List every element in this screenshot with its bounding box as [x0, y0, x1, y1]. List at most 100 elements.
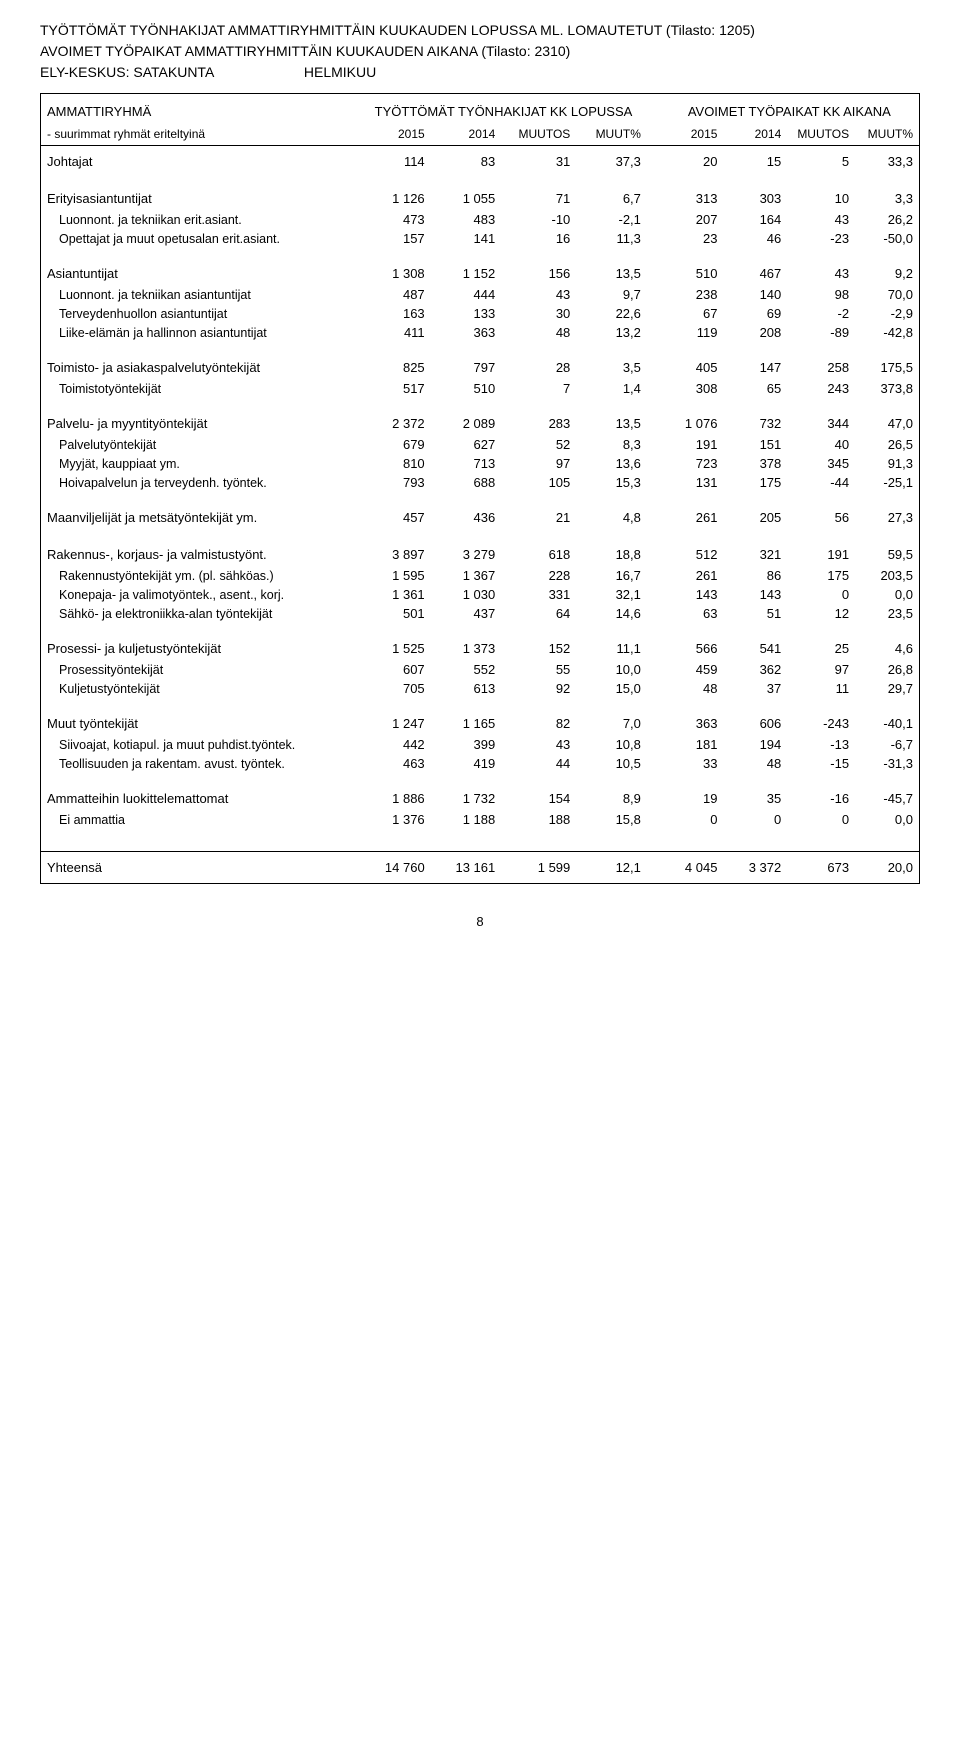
section-6-sub-2: Sähkö- ja elektroniikka-alan työntekijät… [41, 604, 919, 623]
section-1: Erityisasiantuntijat1 1261 055716,731330… [41, 173, 919, 210]
col-muutos-left: MUUTOS [501, 123, 576, 145]
section-8-sub-1-v3: 10,5 [576, 754, 647, 773]
section-3-sub-0-label: Toimistotyöntekijät [41, 379, 360, 398]
total-row-v7: 20,0 [855, 852, 919, 884]
section-1-label: Erityisasiantuntijat [41, 173, 360, 210]
header-block: TYÖTTÖMÄT TYÖNHAKIJAT AMMATTIRYHMITTÄIN … [40, 20, 920, 83]
section-3-sub-0: Toimistotyöntekijät51751071,430865243373… [41, 379, 919, 398]
section-4-sub-1-v0: 810 [360, 454, 431, 473]
section-7-label: Prosessi- ja kuljetustyöntekijät [41, 623, 360, 660]
section-7-v6: 25 [787, 623, 855, 660]
total-row-v1: 13 161 [431, 852, 502, 884]
head-left-group: TYÖTTÖMÄT TYÖNHAKIJAT KK LOPUSSA [360, 94, 647, 123]
section-3-sub-0-v7: 373,8 [855, 379, 919, 398]
section-6-sub-1-v4: 143 [660, 585, 724, 604]
section-8-label: Muut työntekijät [41, 698, 360, 735]
section-6-sub-2-v7: 23,5 [855, 604, 919, 623]
section-7-v5: 541 [723, 623, 787, 660]
section-7-v7: 4,6 [855, 623, 919, 660]
section-3-v2: 28 [501, 342, 576, 379]
section-9-sub-0-v1: 1 188 [431, 810, 502, 829]
section-6-sub-0-v1: 1 367 [431, 566, 502, 585]
section-6-sub-0-v0: 1 595 [360, 566, 431, 585]
section-4-sub-2-v6: -44 [787, 473, 855, 492]
section-6-sub-0-v2: 228 [501, 566, 576, 585]
section-8-sub-1-v7: -31,3 [855, 754, 919, 773]
section-2-v6: 43 [787, 248, 855, 285]
section-2: Asiantuntijat1 3081 15215613,5510467439,… [41, 248, 919, 285]
section-5: Maanviljelijät ja metsätyöntekijät ym.45… [41, 492, 919, 529]
section-1-sub-0: Luonnont. ja tekniikan erit.asiant.47348… [41, 210, 919, 229]
section-5-v3: 4,8 [576, 492, 647, 529]
section-4-sub-2-v1: 688 [431, 473, 502, 492]
section-8-sub-1-v4: 33 [660, 754, 724, 773]
section-1-sub-0-v5: 164 [723, 210, 787, 229]
section-4-sub-1-label: Myyjät, kauppiaat ym. [41, 454, 360, 473]
section-9-v6: -16 [787, 773, 855, 810]
section-5-v5: 205 [723, 492, 787, 529]
section-2-sub-0-label: Luonnont. ja tekniikan asiantuntijat [41, 285, 360, 304]
section-6-v6: 191 [787, 529, 855, 566]
section-1-sub-0-v3: -2,1 [576, 210, 647, 229]
section-2-sub-1-v3: 22,6 [576, 304, 647, 323]
section-6-sub-1-v3: 32,1 [576, 585, 647, 604]
section-8-sub-1-v6: -15 [787, 754, 855, 773]
section-3-sub-0-v1: 510 [431, 379, 502, 398]
section-9-v5: 35 [723, 773, 787, 810]
section-7-sub-0-v2: 55 [501, 660, 576, 679]
section-1-v6: 10 [787, 173, 855, 210]
col-muutpct-right: MUUT% [855, 123, 919, 145]
section-8-sub-1-v0: 463 [360, 754, 431, 773]
section-6-sub-0: Rakennustyöntekijät ym. (pl. sähköas.)1 … [41, 566, 919, 585]
section-1-sub-1-v6: -23 [787, 229, 855, 248]
section-6-v3: 18,8 [576, 529, 647, 566]
section-4-sub-0-v6: 40 [787, 435, 855, 454]
section-4-sub-0-v0: 679 [360, 435, 431, 454]
section-8-sub-0-v3: 10,8 [576, 735, 647, 754]
section-4-sub-2-v7: -25,1 [855, 473, 919, 492]
col-2014-left: 2014 [431, 123, 502, 145]
section-6-sub-0-v3: 16,7 [576, 566, 647, 585]
section-4-v6: 344 [787, 398, 855, 435]
section-1-sub-1-label: Opettajat ja muut opetusalan erit.asiant… [41, 229, 360, 248]
header-ely: ELY-KESKUS: SATAKUNTA [40, 62, 300, 83]
total-row-v2: 1 599 [501, 852, 576, 884]
section-6-sub-0-v4: 261 [660, 566, 724, 585]
total-row-v6: 673 [787, 852, 855, 884]
section-3-sub-0-v4: 308 [660, 379, 724, 398]
section-4-sub-1-v1: 713 [431, 454, 502, 473]
section-4-sub-2-v4: 131 [660, 473, 724, 492]
section-6-v1: 3 279 [431, 529, 502, 566]
section-3-v4: 405 [660, 342, 724, 379]
section-9-v7: -45,7 [855, 773, 919, 810]
section-2-sub-2-label: Liike-elämän ja hallinnon asiantuntijat [41, 323, 360, 342]
section-8-v1: 1 165 [431, 698, 502, 735]
section-7-v3: 11,1 [576, 623, 647, 660]
section-9-v0: 1 886 [360, 773, 431, 810]
section-5-v0: 457 [360, 492, 431, 529]
section-4-label: Palvelu- ja myyntityöntekijät [41, 398, 360, 435]
section-2-sub-0-v7: 70,0 [855, 285, 919, 304]
section-4-v2: 283 [501, 398, 576, 435]
section-4-sub-0-v4: 191 [660, 435, 724, 454]
section-8-sub-0-v5: 194 [723, 735, 787, 754]
page: TYÖTTÖMÄT TYÖNHAKIJAT AMMATTIRYHMITTÄIN … [20, 0, 940, 969]
section-8-v4: 363 [660, 698, 724, 735]
section-1-sub-1-v5: 46 [723, 229, 787, 248]
section-4-v4: 1 076 [660, 398, 724, 435]
section-2-sub-1: Terveydenhuollon asiantuntijat1631333022… [41, 304, 919, 323]
section-8-sub-1-v2: 44 [501, 754, 576, 773]
section-4-sub-2-v5: 175 [723, 473, 787, 492]
section-8-sub-0: Siivoajat, kotiapul. ja muut puhdist.työ… [41, 735, 919, 754]
section-4-sub-0-v2: 52 [501, 435, 576, 454]
section-2-sub-1-label: Terveydenhuollon asiantuntijat [41, 304, 360, 323]
section-7-sub-0-v7: 26,8 [855, 660, 919, 679]
total-row-v3: 12,1 [576, 852, 647, 884]
section-4-sub-2-v0: 793 [360, 473, 431, 492]
section-3-sub-0-v5: 65 [723, 379, 787, 398]
section-1-sub-1-v1: 141 [431, 229, 502, 248]
section-6-sub-1-v7: 0,0 [855, 585, 919, 604]
section-8: Muut työntekijät1 2471 165827,0363606-24… [41, 698, 919, 735]
section-9-v2: 154 [501, 773, 576, 810]
col-2015-left: 2015 [360, 123, 431, 145]
